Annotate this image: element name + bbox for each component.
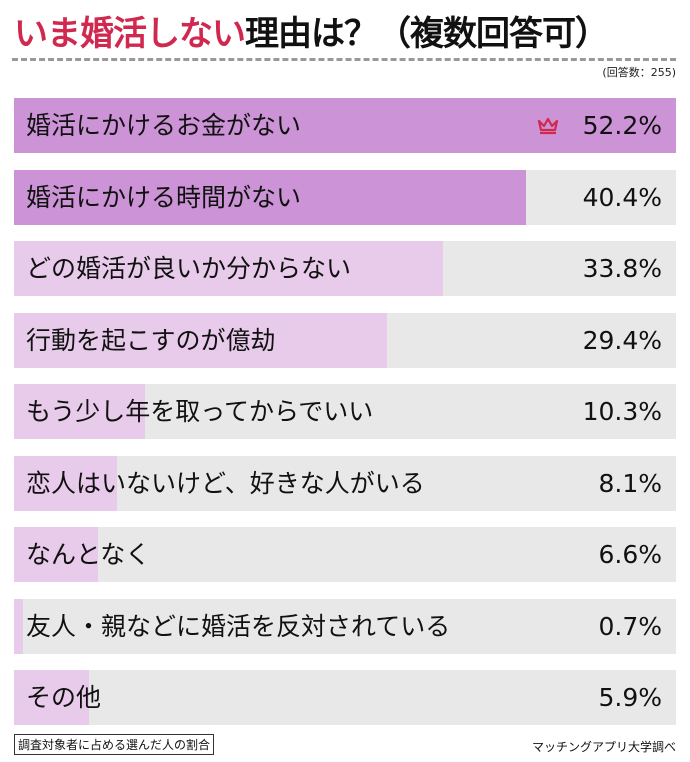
title-accent: いま婚活しない — [14, 14, 246, 54]
bar-label: 恋人はいないけど、好きな人がいる — [26, 468, 425, 498]
bar-label: どの婚活が良いか分からない — [26, 254, 352, 283]
bar-label: 婚活にかけるお金がない — [26, 111, 302, 140]
bar-row: その他 5.9% — [14, 670, 676, 725]
bar-chart: 婚活にかけるお金がない 52.2% 婚活にかける時間がない 40.4% どの婚活が良いか… — [14, 98, 676, 742]
bar-label: 行動を起こすのが億劫 — [26, 325, 276, 355]
bar-row: もう少し年を取ってからでいい 10.3% — [14, 384, 676, 439]
bar-label: 友人・親などに婚活を反対されている — [26, 611, 451, 641]
bar-row: 行動を起こすのが億劫 29.4% — [14, 312, 676, 368]
bar-row: どの婚活が良いか分からない 33.8% — [14, 241, 676, 296]
bar-row: 友人・親などに婚活を反対されている 0.7% — [14, 598, 676, 654]
bar — [14, 98, 676, 153]
bar — [14, 527, 98, 582]
bar-row: 恋人はいないけど、好きな人がいる 8.1% — [14, 455, 676, 511]
value-label: 52.2% — [582, 111, 662, 140]
page-title: いま婚活しない理由は？（複数回答可） — [14, 6, 609, 55]
bar — [14, 598, 23, 654]
bar — [14, 455, 117, 511]
value-label: 33.8% — [582, 254, 662, 283]
value-label: 6.6% — [598, 540, 662, 569]
bar — [14, 169, 527, 225]
value-label: 8.1% — [598, 468, 662, 498]
source: マッチングアプリ大学調べ — [531, 740, 676, 754]
crown-icon — [537, 117, 559, 135]
bar — [14, 312, 387, 368]
bar-label: もう少し年を取ってからでいい — [26, 397, 374, 426]
bar-row: 婚活にかけるお金がない 52.2% — [14, 98, 676, 153]
value-label: 5.9% — [598, 683, 662, 712]
bar-label: その他 — [26, 683, 102, 712]
value-label: 0.7% — [598, 611, 662, 641]
bar-row: 婚活にかける時間がない 40.4% — [14, 169, 676, 225]
title-rest: 理由は？（複数回答可） — [245, 14, 609, 54]
respondent-count: (回答数：255) — [602, 66, 676, 79]
bar — [14, 670, 89, 725]
bar — [14, 241, 443, 296]
dashed-divider — [12, 58, 676, 61]
bar — [14, 384, 145, 439]
value-label: 10.3% — [582, 397, 662, 426]
value-label: 40.4% — [582, 182, 662, 212]
bar-label: なんとなく — [26, 540, 151, 569]
value-label: 29.4% — [582, 325, 662, 355]
bar-label: 婚活にかける時間がない — [26, 182, 302, 212]
footnote: 調査対象者に占める選んだ人の割合 — [14, 734, 215, 755]
bar-row: なんとなく 6.6% — [14, 527, 676, 582]
